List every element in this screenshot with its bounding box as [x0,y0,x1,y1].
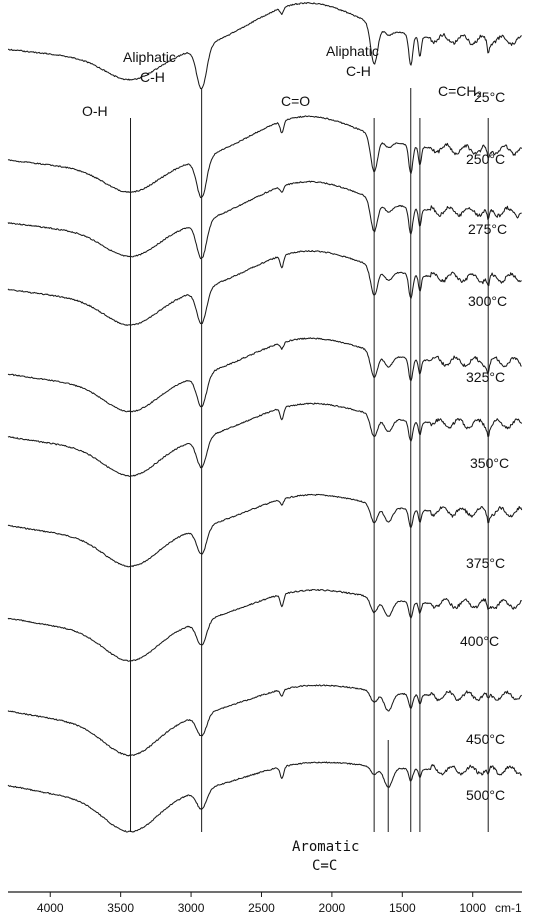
spectrum-450c [7,684,523,757]
temp-label-375: 375°C [466,555,505,571]
temp-label-500: 500°C [466,787,505,803]
band-label-aromatic-cc-line1: Aromatic [292,839,359,855]
spectrum-500c [7,761,523,833]
spectrum-350c [7,402,523,478]
spectrum-275c [7,180,522,260]
band-label-co: C=O [281,93,310,109]
band-label-aliphatic-ch-1-line1: Aliphatic [123,49,176,65]
temp-label-450: 450°C [466,731,505,747]
temp-label-350: 350°C [470,455,509,471]
temp-label-25: 25°C [474,89,505,105]
temp-label-400: 400°C [460,633,499,649]
spectra-curves [7,2,523,833]
x-tick-label-1000: 1000 [459,901,486,915]
temp-label-325: 325°C [466,369,505,385]
spectrum-300c [7,249,522,326]
temp-label-250: 250°C [466,151,505,167]
temp-label-275: 275°C [468,221,507,237]
band-label-aromatic-cc-line2: C=C [312,858,337,874]
temp-label-300: 300°C [468,293,507,309]
x-tick-label-4000: 4000 [37,901,64,915]
band-label-oh: O-H [82,103,108,119]
band-label-ccH2: C=CH₂ [438,83,482,99]
band-reference-lines [130,88,489,832]
spectrum-250c [7,115,523,199]
band-label-aliphatic-ch-2-line1: Aliphatic [326,43,379,59]
spectrum-375c [7,493,523,568]
spectrum-400c [7,588,522,662]
spectrum-25c [7,2,522,90]
band-label-aliphatic-ch-1-line2: C-H [140,69,165,85]
x-tick-label-3000: 3000 [178,901,205,915]
x-tick-label-1500: 1500 [389,901,416,915]
x-tick-label-2500: 2500 [248,901,275,915]
band-label-aliphatic-ch-2-line2: C-H [346,63,371,79]
spectrum-325c [7,337,522,413]
x-tick-label-3500: 3500 [107,901,134,915]
x-axis-unit-label: cm-1 [495,901,522,915]
x-tick-label-2000: 2000 [319,901,346,915]
x-axis-ticks: 4000 3500 3000 2500 2000 1500 1000 [37,892,486,915]
